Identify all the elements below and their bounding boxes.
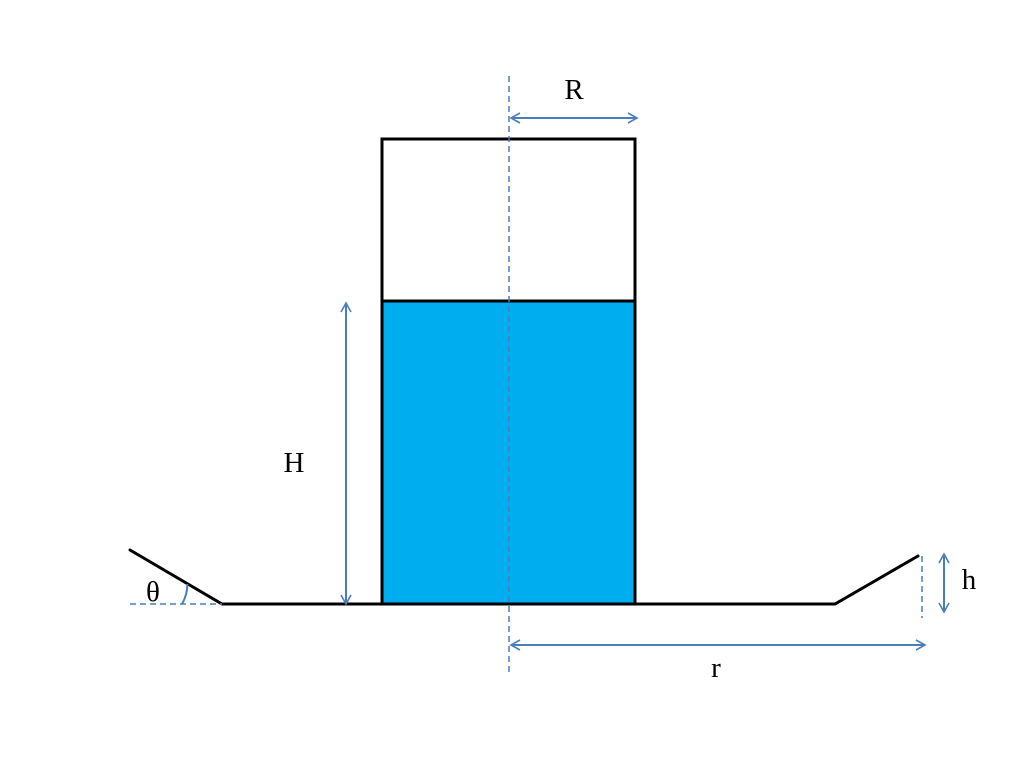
basin-profile (128, 548, 920, 606)
angle-arc (181, 583, 189, 605)
label-radius-upper: R (564, 74, 584, 106)
label-water-height: H (284, 447, 305, 479)
label-angle: θ (146, 576, 160, 608)
label-radius-lower: r (711, 652, 721, 684)
label-rim-height: h (962, 564, 977, 596)
